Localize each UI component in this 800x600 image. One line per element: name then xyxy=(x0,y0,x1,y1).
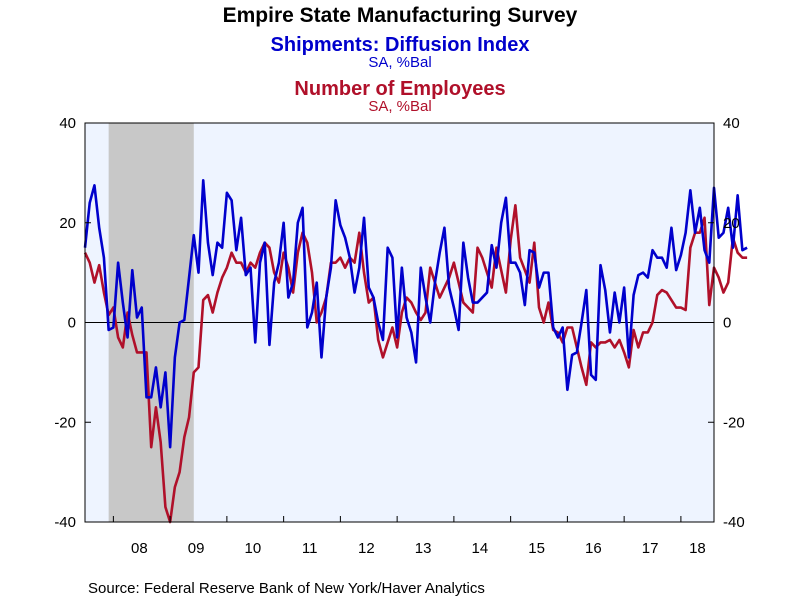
plot-frame xyxy=(84,122,715,523)
series2-title: Number of Employees xyxy=(294,78,505,100)
y-tick-label-right: -20 xyxy=(723,414,745,431)
series-layer xyxy=(83,179,748,524)
series1-units: SA, %Bal xyxy=(368,54,431,71)
x-tick-label: 11 xyxy=(302,540,318,557)
x-tick-label: 18 xyxy=(689,540,706,557)
x-tick-label: 08 xyxy=(131,540,148,557)
x-tick-label: 12 xyxy=(358,540,375,557)
x-tick-label: 17 xyxy=(642,540,659,557)
y-tick-label-left: -40 xyxy=(54,514,76,531)
y-tick-label-left: -20 xyxy=(54,414,76,431)
chart-title: Empire State Manufacturing Survey xyxy=(223,4,578,27)
x-tick-label: 16 xyxy=(585,540,602,557)
y-tick-label-right: 40 xyxy=(723,115,740,132)
y-tick-label-right: -40 xyxy=(723,514,745,531)
x-tick-label: 10 xyxy=(245,540,262,557)
axes-layer: -40 -40 -20 -20 0 0 20 20 40 40 08 09 10 11 12 13 14 15 16… xyxy=(54,115,744,557)
y-tick-label-left: 20 xyxy=(59,215,76,232)
y-tick-label-right: 20 xyxy=(723,215,740,232)
x-tick-label: 13 xyxy=(415,540,432,557)
y-tick-label-left: 0 xyxy=(68,315,76,332)
source-note: Source: Federal Reserve Bank of New York… xyxy=(88,580,485,597)
series2-units: SA, %Bal xyxy=(368,98,431,115)
y-tick-label-right: 0 xyxy=(723,315,731,332)
x-tick-label: 09 xyxy=(188,540,205,557)
x-tick-label: 14 xyxy=(472,540,489,557)
series-line-shipments xyxy=(83,179,748,449)
x-tick-label: 15 xyxy=(528,540,545,557)
series1-title: Shipments: Diffusion Index xyxy=(271,34,530,56)
y-tick-label-left: 40 xyxy=(59,115,76,132)
series-line-employees xyxy=(83,203,748,524)
